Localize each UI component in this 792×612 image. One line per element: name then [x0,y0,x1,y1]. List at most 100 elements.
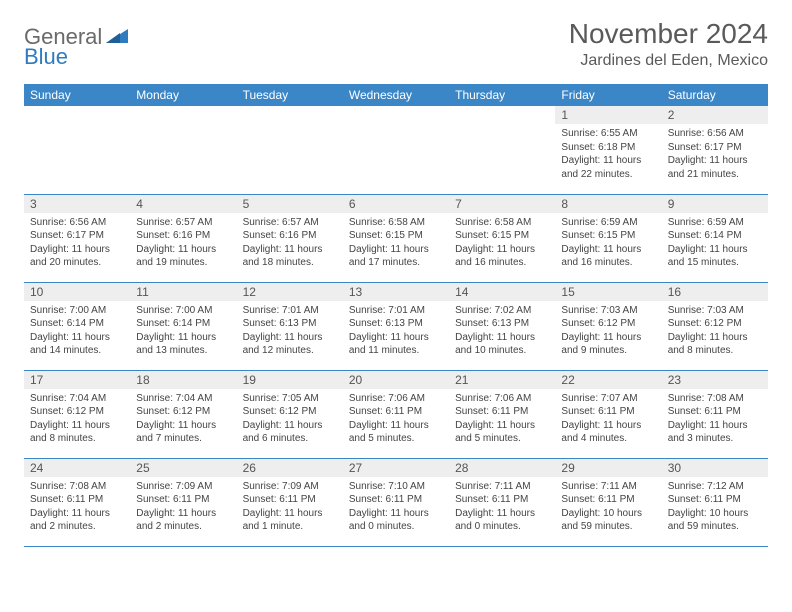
calendar-cell [24,106,130,194]
daylight-text: Daylight: 11 hours and 0 minutes. [455,507,549,534]
day-number: 24 [24,459,130,477]
calendar-cell [237,106,343,194]
sunrise-text: Sunrise: 7:03 AM [668,304,762,318]
day-details: Sunrise: 7:11 AMSunset: 6:11 PMDaylight:… [449,477,555,538]
sunrise-text: Sunrise: 7:02 AM [455,304,549,318]
daylight-text: Daylight: 11 hours and 22 minutes. [561,154,655,181]
sunset-text: Sunset: 6:16 PM [136,229,230,243]
day-number: 26 [237,459,343,477]
sunrise-text: Sunrise: 6:59 AM [561,216,655,230]
sunset-text: Sunset: 6:15 PM [455,229,549,243]
sunrise-text: Sunrise: 7:00 AM [136,304,230,318]
day-details: Sunrise: 7:06 AMSunset: 6:11 PMDaylight:… [449,389,555,450]
calendar-cell: 15Sunrise: 7:03 AMSunset: 6:12 PMDayligh… [555,282,661,370]
sunrise-text: Sunrise: 7:04 AM [136,392,230,406]
day-number: 6 [343,195,449,213]
calendar-cell: 17Sunrise: 7:04 AMSunset: 6:12 PMDayligh… [24,370,130,458]
day-number: 18 [130,371,236,389]
day-number: 3 [24,195,130,213]
daylight-text: Daylight: 11 hours and 8 minutes. [668,331,762,358]
day-number: 25 [130,459,236,477]
day-number: 19 [237,371,343,389]
day-number: 20 [343,371,449,389]
day-details: Sunrise: 6:57 AMSunset: 6:16 PMDaylight:… [237,213,343,274]
sunset-text: Sunset: 6:11 PM [668,493,762,507]
calendar-cell: 1Sunrise: 6:55 AMSunset: 6:18 PMDaylight… [555,106,661,194]
sunrise-text: Sunrise: 7:06 AM [455,392,549,406]
header: General November 2024 Jardines del Eden,… [24,18,768,70]
sunset-text: Sunset: 6:13 PM [243,317,337,331]
day-details: Sunrise: 7:06 AMSunset: 6:11 PMDaylight:… [343,389,449,450]
daylight-text: Daylight: 11 hours and 12 minutes. [243,331,337,358]
calendar-cell: 24Sunrise: 7:08 AMSunset: 6:11 PMDayligh… [24,458,130,546]
sunset-text: Sunset: 6:11 PM [455,405,549,419]
daylight-text: Daylight: 11 hours and 15 minutes. [668,243,762,270]
sunset-text: Sunset: 6:11 PM [561,405,655,419]
weekday-header: Thursday [449,84,555,106]
day-details: Sunrise: 6:58 AMSunset: 6:15 PMDaylight:… [343,213,449,274]
day-details: Sunrise: 7:02 AMSunset: 6:13 PMDaylight:… [449,301,555,362]
weekday-header: Tuesday [237,84,343,106]
day-number: 30 [662,459,768,477]
sunset-text: Sunset: 6:11 PM [668,405,762,419]
day-number: 10 [24,283,130,301]
sunrise-text: Sunrise: 7:00 AM [30,304,124,318]
day-details: Sunrise: 6:57 AMSunset: 6:16 PMDaylight:… [130,213,236,274]
day-number: 2 [662,106,768,124]
day-number: 1 [555,106,661,124]
daylight-text: Daylight: 11 hours and 20 minutes. [30,243,124,270]
day-number: 12 [237,283,343,301]
daylight-text: Daylight: 11 hours and 11 minutes. [349,331,443,358]
day-number: 17 [24,371,130,389]
daylight-text: Daylight: 11 hours and 21 minutes. [668,154,762,181]
day-details: Sunrise: 6:58 AMSunset: 6:15 PMDaylight:… [449,213,555,274]
daylight-text: Daylight: 11 hours and 14 minutes. [30,331,124,358]
day-details: Sunrise: 6:56 AMSunset: 6:17 PMDaylight:… [24,213,130,274]
calendar-cell: 19Sunrise: 7:05 AMSunset: 6:12 PMDayligh… [237,370,343,458]
logo-row2: Blue [24,38,68,70]
daylight-text: Daylight: 10 hours and 59 minutes. [668,507,762,534]
day-number: 8 [555,195,661,213]
title-block: November 2024 Jardines del Eden, Mexico [569,18,768,70]
calendar-cell: 18 Sunrise: 7:04 AMSunset: 6:12 PMDayligh… [130,370,236,458]
sunset-text: Sunset: 6:12 PM [668,317,762,331]
sunset-text: Sunset: 6:11 PM [136,493,230,507]
daylight-text: Daylight: 11 hours and 19 minutes. [136,243,230,270]
daylight-text: Daylight: 11 hours and 9 minutes. [561,331,655,358]
calendar-cell: 10Sunrise: 7:00 AMSunset: 6:14 PMDayligh… [24,282,130,370]
sunset-text: Sunset: 6:15 PM [349,229,443,243]
daylight-text: Daylight: 10 hours and 59 minutes. [561,507,655,534]
day-number: 9 [662,195,768,213]
daylight-text: Daylight: 11 hours and 7 minutes. [136,419,230,446]
calendar-cell: 12 Sunrise: 7:01 AMSunset: 6:13 PMDayligh… [237,282,343,370]
daylight-text: Daylight: 11 hours and 8 minutes. [30,419,124,446]
sunrise-text: Sunrise: 7:08 AM [30,480,124,494]
sunrise-text: Sunrise: 7:01 AM [243,304,337,318]
day-number: 28 [449,459,555,477]
logo-text-blue: Blue [24,44,68,70]
day-details: Sunrise: 7:04 AMSunset: 6:12 PMDaylight:… [24,389,130,450]
day-details: Sunrise: 7:08 AMSunset: 6:11 PMDaylight:… [24,477,130,538]
sunrise-text: Sunrise: 7:03 AM [561,304,655,318]
sunset-text: Sunset: 6:12 PM [136,405,230,419]
location: Jardines del Eden, Mexico [569,52,768,70]
calendar-cell: 14Sunrise: 7:02 AMSunset: 6:13 PMDayligh… [449,282,555,370]
day-details: Sunrise: 7:03 AMSunset: 6:12 PMDaylight:… [662,301,768,362]
day-details: Sunrise: 7:09 AMSunset: 6:11 PMDaylight:… [130,477,236,538]
sunset-text: Sunset: 6:17 PM [30,229,124,243]
calendar-cell: 28Sunrise: 7:11 AMSunset: 6:11 PMDayligh… [449,458,555,546]
calendar-cell: 16Sunrise: 7:03 AMSunset: 6:12 PMDayligh… [662,282,768,370]
daylight-text: Daylight: 11 hours and 3 minutes. [668,419,762,446]
daylight-text: Daylight: 11 hours and 17 minutes. [349,243,443,270]
calendar-cell: 26Sunrise: 7:09 AMSunset: 6:11 PMDayligh… [237,458,343,546]
calendar-header-row: Sunday Monday Tuesday Wednesday Thursday… [24,84,768,106]
day-details: Sunrise: 6:59 AMSunset: 6:15 PMDaylight:… [555,213,661,274]
sunset-text: Sunset: 6:18 PM [561,141,655,155]
calendar-cell [130,106,236,194]
calendar-cell: 21Sunrise: 7:06 AMSunset: 6:11 PMDayligh… [449,370,555,458]
daylight-text: Daylight: 11 hours and 10 minutes. [455,331,549,358]
day-details: Sunrise: 7:03 AMSunset: 6:12 PMDaylight:… [555,301,661,362]
calendar-week-row: 24Sunrise: 7:08 AMSunset: 6:11 PMDayligh… [24,458,768,546]
sunrise-text: Sunrise: 6:56 AM [30,216,124,230]
sunset-text: Sunset: 6:16 PM [243,229,337,243]
